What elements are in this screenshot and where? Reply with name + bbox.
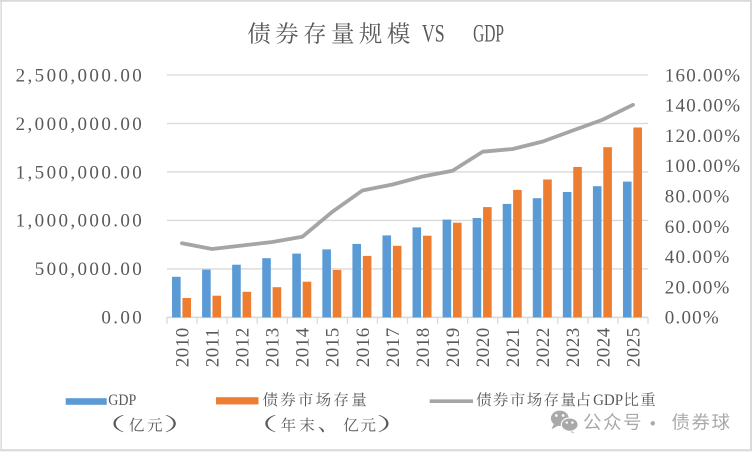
svg-text:2021: 2021 (503, 327, 524, 367)
svg-text:2017: 2017 (383, 327, 404, 367)
svg-text:2022: 2022 (533, 327, 554, 367)
svg-text:2015: 2015 (323, 327, 344, 367)
svg-text:1,500,000.00: 1,500,000.00 (16, 162, 145, 183)
svg-text:120.00%: 120.00% (665, 126, 741, 147)
svg-text:GDP: GDP (593, 392, 623, 409)
svg-text:2012: 2012 (233, 327, 254, 367)
svg-text:40.00%: 40.00% (665, 247, 731, 268)
svg-text:80.00%: 80.00% (665, 187, 731, 208)
svg-text:2024: 2024 (593, 327, 614, 367)
svg-text:2020: 2020 (473, 327, 494, 367)
svg-text:2013: 2013 (263, 327, 284, 367)
svg-text:2,500,000.00: 2,500,000.00 (16, 65, 145, 86)
svg-text:2023: 2023 (563, 327, 584, 367)
svg-text:2018: 2018 (413, 327, 434, 367)
svg-text:160.00%: 160.00% (665, 65, 741, 86)
svg-text:60.00%: 60.00% (665, 217, 731, 238)
svg-text:GDP: GDP (473, 20, 504, 47)
svg-text:2019: 2019 (443, 327, 464, 367)
svg-text:140.00%: 140.00% (665, 96, 741, 117)
svg-text:2011: 2011 (203, 328, 224, 367)
svg-text:100.00%: 100.00% (665, 156, 741, 177)
svg-text:2,000,000.00: 2,000,000.00 (16, 114, 145, 135)
svg-text:20.00%: 20.00% (665, 277, 731, 298)
svg-text:2010: 2010 (172, 327, 193, 367)
svg-text:2016: 2016 (353, 327, 374, 367)
svg-text:2014: 2014 (293, 327, 314, 367)
svg-text:GDP: GDP (108, 392, 136, 409)
svg-text:2025: 2025 (623, 327, 644, 367)
svg-text:VS: VS (422, 20, 445, 47)
svg-text:0.00%: 0.00% (665, 308, 720, 329)
svg-text:500,000.00: 500,000.00 (35, 259, 145, 280)
svg-text:1,000,000.00: 1,000,000.00 (16, 211, 145, 232)
svg-text:0.00: 0.00 (101, 308, 144, 329)
